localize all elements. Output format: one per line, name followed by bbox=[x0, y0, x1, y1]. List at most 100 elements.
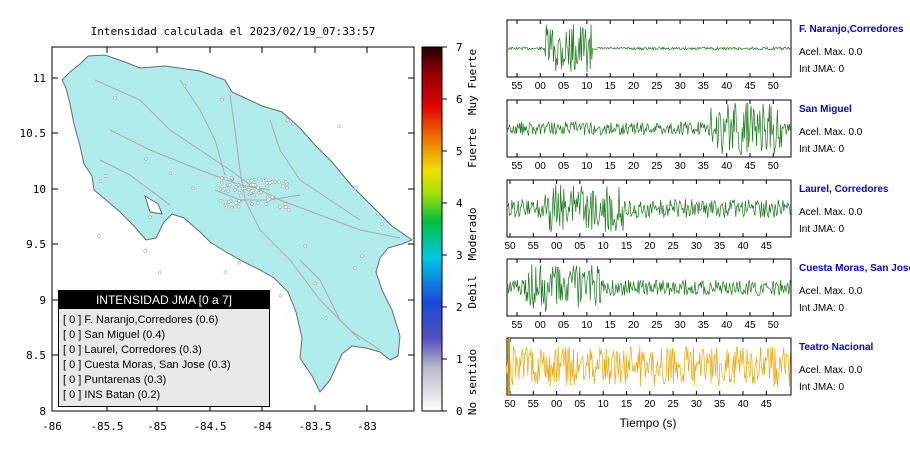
legend-item: [ 0 ] Cuesta Moras, San Jose (0.3) bbox=[63, 359, 231, 371]
time-tick-label: 35 bbox=[698, 161, 710, 172]
station-dot bbox=[113, 96, 117, 100]
station-dot bbox=[268, 181, 272, 185]
time-tick-label: 45 bbox=[761, 399, 773, 410]
x-tick-label: -86 bbox=[42, 420, 62, 433]
station-acel: Acel. Max. 0.0 bbox=[799, 47, 863, 58]
station-dot bbox=[354, 186, 358, 190]
costa-rica-land bbox=[61, 54, 414, 393]
time-tick-label: 40 bbox=[737, 241, 749, 252]
station-int: Int JMA: 0 bbox=[799, 144, 845, 155]
station-name: Laurel, Corredores bbox=[799, 184, 889, 195]
time-tick-label: 50 bbox=[768, 81, 780, 92]
station-dot bbox=[236, 183, 241, 187]
time-tick-label: 05 bbox=[558, 161, 570, 172]
station-dot bbox=[246, 179, 250, 184]
station-dot bbox=[337, 124, 341, 129]
x-tick-label: -83 bbox=[357, 420, 377, 433]
station-dot bbox=[259, 190, 263, 194]
station-dot bbox=[246, 187, 251, 192]
legend-list: [ 0 ] F. Naranjo,Corredores (0.6) [ 0 ] … bbox=[63, 313, 269, 403]
station-dot bbox=[168, 171, 173, 176]
time-tick-label: 15 bbox=[621, 399, 633, 410]
colorbar-category-label: Fuerte bbox=[466, 128, 479, 168]
time-tick-label: 30 bbox=[691, 241, 703, 252]
time-tick-label: 35 bbox=[698, 320, 710, 331]
station-dot bbox=[227, 200, 231, 204]
station-dot bbox=[182, 83, 187, 88]
time-tick-label: 25 bbox=[651, 81, 663, 92]
waveform-panel: 55 00 05 10 15 20 25 30 35 40 45 50 bbox=[506, 99, 792, 172]
station-dot bbox=[191, 186, 196, 191]
time-tick-label: 50 bbox=[504, 399, 516, 410]
legend-item: [ 0 ] Laurel, Corredores (0.3) bbox=[63, 344, 202, 356]
y-tick-label: 9.5 bbox=[26, 238, 46, 251]
time-tick-label: 45 bbox=[761, 241, 773, 252]
station-dot bbox=[234, 185, 238, 189]
colorbar-ticks: 7 6 5 4 3 2 1 0 bbox=[442, 41, 463, 418]
station-dot bbox=[264, 202, 268, 206]
colorbar-labels: Muy Fuerte Fuerte Moderado Debil No sentido bbox=[466, 49, 479, 415]
station-dot bbox=[257, 176, 261, 181]
station-dot bbox=[261, 178, 266, 183]
time-tick-label: 40 bbox=[737, 399, 749, 410]
nicoya-gulf-island bbox=[144, 194, 163, 215]
station-dot bbox=[283, 180, 288, 184]
station-int: Int JMA: 0 bbox=[799, 382, 845, 393]
waveform-panels: 55 00 05 10 15 20 25 30 35 40 45 50 55 00 05 10 15 20 25 30… bbox=[504, 19, 792, 410]
colorbar-category-label: Muy Fuerte bbox=[466, 49, 479, 115]
x-tick-label: -84.5 bbox=[193, 420, 226, 433]
legend-item: [ 0 ] San Miguel (0.4) bbox=[63, 329, 166, 341]
time-tick-label: 00 bbox=[535, 161, 547, 172]
y-tick-label: 10.5 bbox=[20, 127, 47, 140]
station-dot bbox=[280, 184, 285, 188]
time-tick-label: 15 bbox=[605, 320, 617, 331]
map-title: Intensidad calculada el 2023/02/19_07:33… bbox=[91, 25, 376, 38]
time-tick-label: 10 bbox=[581, 81, 593, 92]
time-tick-label: 20 bbox=[644, 399, 656, 410]
time-tick-label: 20 bbox=[628, 161, 640, 172]
station-dot bbox=[143, 249, 147, 253]
colorbar-tick-label: 4 bbox=[456, 197, 463, 210]
colorbar-tick-label: 0 bbox=[456, 405, 463, 418]
time-tick-label: 05 bbox=[558, 81, 570, 92]
waveform-trace bbox=[506, 346, 791, 387]
time-tick-label: 00 bbox=[551, 399, 563, 410]
station-dot bbox=[360, 254, 364, 259]
y-tick-label: 9 bbox=[39, 294, 46, 307]
time-tick-label: 15 bbox=[621, 241, 633, 252]
colorbar-tick-label: 7 bbox=[456, 41, 463, 54]
waveform-trace bbox=[506, 102, 791, 156]
map-x-axis: -86 -85.5 -85 -84.5 -84 -83.5 -83 bbox=[42, 47, 377, 433]
time-tick-label: 35 bbox=[698, 81, 710, 92]
colorbar-category-label: No sentido bbox=[466, 349, 479, 415]
station-dot bbox=[249, 178, 254, 183]
station-dot bbox=[251, 183, 255, 187]
time-tick-label: 00 bbox=[535, 81, 547, 92]
colorbar-scale bbox=[421, 46, 443, 412]
station-dot bbox=[229, 176, 234, 180]
time-tick-label: 55 bbox=[528, 399, 540, 410]
time-tick-label: 40 bbox=[721, 320, 733, 331]
station-dot bbox=[240, 186, 245, 191]
station-dot bbox=[265, 184, 269, 189]
station-dot bbox=[285, 118, 290, 122]
legend-title: INTENSIDAD JMA [0 a 7] bbox=[59, 291, 269, 309]
station-dot bbox=[303, 244, 307, 248]
colorbar-category-label: Debil bbox=[466, 275, 479, 308]
time-tick-label: 10 bbox=[581, 320, 593, 331]
time-tick-label: 30 bbox=[691, 399, 703, 410]
colorbar-tick-label: 1 bbox=[456, 353, 463, 366]
time-tick-label: 30 bbox=[675, 161, 687, 172]
station-dot bbox=[223, 270, 228, 274]
time-tick-label: 55 bbox=[511, 320, 523, 331]
waveform-panel: 55 00 05 10 15 20 25 30 35 40 45 50 bbox=[506, 258, 792, 331]
x-tick-label: -83.5 bbox=[298, 420, 331, 433]
intensity-legend: INTENSIDAD JMA [0 a 7] [ 0 ] F. Naranjo,… bbox=[58, 290, 270, 407]
y-tick-label: 11 bbox=[33, 72, 46, 85]
station-name: San Miguel bbox=[799, 104, 852, 115]
time-tick-label: 35 bbox=[714, 399, 726, 410]
time-tick-label: 25 bbox=[668, 399, 680, 410]
time-tick-label: 40 bbox=[721, 81, 733, 92]
station-dot bbox=[283, 202, 287, 206]
station-dot bbox=[267, 197, 272, 201]
